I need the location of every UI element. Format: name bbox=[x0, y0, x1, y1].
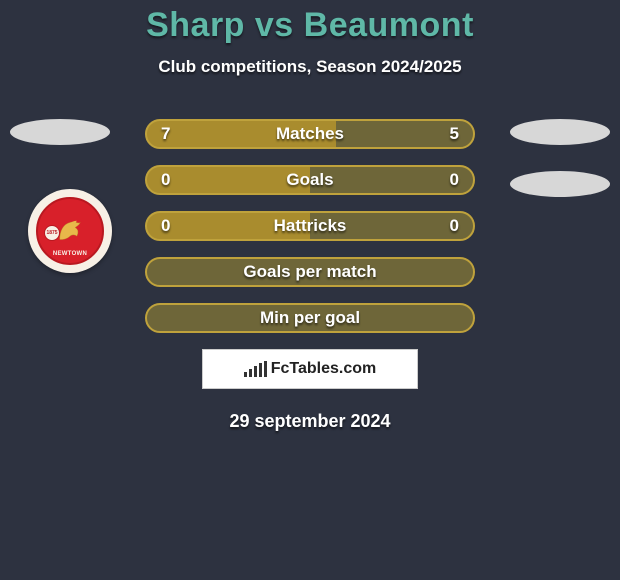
stat-value-left: 0 bbox=[161, 170, 170, 190]
player-photo-placeholder-right-2 bbox=[510, 171, 610, 197]
player-photo-placeholder-left bbox=[10, 119, 110, 145]
stat-label: Matches bbox=[276, 124, 344, 144]
stat-row-min-per-goal: Min per goal bbox=[145, 303, 475, 333]
stat-value-right: 5 bbox=[450, 124, 459, 144]
stat-value-left: 0 bbox=[161, 216, 170, 236]
stat-label: Goals bbox=[286, 170, 333, 190]
stat-value-left: 7 bbox=[161, 124, 170, 144]
stat-label: Hattricks bbox=[274, 216, 347, 236]
bars-chart-icon bbox=[244, 361, 267, 377]
club-badge-inner: 1875 NEWTOWN bbox=[36, 197, 104, 265]
attribution-text: FcTables.com bbox=[271, 360, 377, 378]
stat-row-hattricks: 0 Hattricks 0 bbox=[145, 211, 475, 241]
club-badge: 1875 NEWTOWN bbox=[28, 189, 112, 273]
player-photo-placeholder-right-1 bbox=[510, 119, 610, 145]
stat-label: Goals per match bbox=[243, 262, 376, 282]
badge-club-name: NEWTOWN bbox=[53, 251, 87, 257]
stat-row-goals: 0 Goals 0 bbox=[145, 165, 475, 195]
badge-year: 1875 bbox=[44, 225, 60, 241]
comparison-area: 1875 NEWTOWN 7Matches50Goals00Hattricks0… bbox=[0, 119, 620, 432]
stat-row-matches: 7 Matches 5 bbox=[145, 119, 475, 149]
stat-value-right: 0 bbox=[450, 216, 459, 236]
stat-value-right: 0 bbox=[450, 170, 459, 190]
page-subtitle: Club competitions, Season 2024/2025 bbox=[0, 57, 620, 77]
page-title: Sharp vs Beaumont bbox=[0, 0, 620, 45]
stat-row-goals-per-match: Goals per match bbox=[145, 257, 475, 287]
stat-label: Min per goal bbox=[260, 308, 360, 328]
date-line: 29 september 2024 bbox=[0, 411, 620, 432]
attribution-box: FcTables.com bbox=[202, 349, 418, 389]
